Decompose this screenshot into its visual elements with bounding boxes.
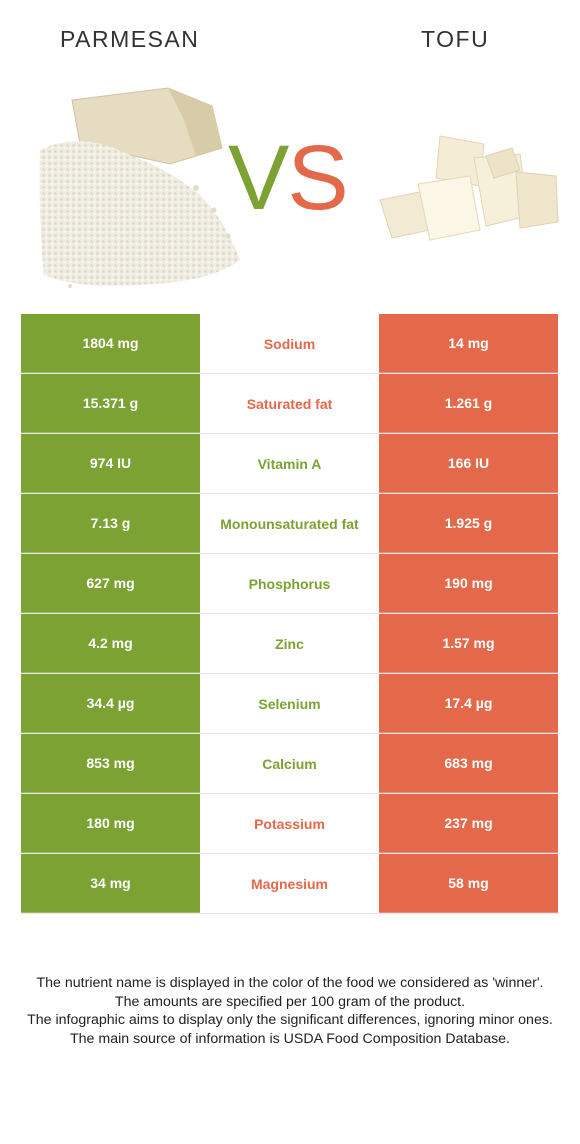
left-value: 4.2 mg [21, 614, 200, 673]
right-value: 58 mg [379, 854, 558, 913]
vs-label: VS [228, 132, 349, 224]
right-value: 14 mg [379, 314, 558, 373]
left-value: 1804 mg [21, 314, 200, 373]
nutrient-name: Calcium [200, 734, 379, 793]
table-row: 15.371 g Saturated fat 1.261 g [21, 374, 558, 434]
table-row: 974 IU Vitamin A 166 IU [21, 434, 558, 494]
table-row: 34.4 µg Selenium 17.4 µg [21, 674, 558, 734]
table-row: 34 mg Magnesium 58 mg [21, 854, 558, 914]
table-row: 627 mg Phosphorus 190 mg [21, 554, 558, 614]
table-row: 853 mg Calcium 683 mg [21, 734, 558, 794]
parmesan-image [39, 87, 240, 288]
nutrient-name: Sodium [200, 314, 379, 373]
footnote-line: The infographic aims to display only the… [27, 1012, 553, 1028]
left-value: 853 mg [21, 734, 200, 793]
vs-s-letter: S [287, 127, 348, 229]
nutrient-name: Vitamin A [200, 434, 379, 493]
left-value: 34.4 µg [21, 674, 200, 733]
nutrient-name: Zinc [200, 614, 379, 673]
footnote: The nutrient name is displayed in the co… [18, 974, 562, 1048]
footnote-line: The amounts are specified per 100 gram o… [114, 993, 466, 1010]
right-value: 1.57 mg [379, 614, 558, 673]
vs-v-letter: V [228, 127, 289, 229]
left-value: 34 mg [21, 854, 200, 913]
left-value: 974 IU [21, 434, 200, 493]
nutrient-name: Magnesium [200, 854, 379, 913]
nutrient-name: Saturated fat [200, 374, 379, 433]
tofu-image [379, 135, 559, 241]
nutrient-comparison-table: 1804 mg Sodium 14 mg 15.371 g Saturated … [21, 314, 558, 914]
footnote-line: The main source of information is USDA F… [69, 1030, 511, 1047]
nutrient-name: Phosphorus [200, 554, 379, 613]
left-value: 7.13 g [21, 494, 200, 553]
right-value: 17.4 µg [379, 674, 558, 733]
nutrient-name: Monounsaturated fat [200, 494, 379, 553]
left-value: 180 mg [21, 794, 200, 853]
nutrient-name: Potassium [200, 794, 379, 853]
right-value: 166 IU [379, 434, 558, 493]
table-row: 7.13 g Monounsaturated fat 1.925 g [21, 494, 558, 554]
left-value: 15.371 g [21, 374, 200, 433]
right-value: 1.925 g [379, 494, 558, 553]
left-food-title: PARMESAN [60, 26, 200, 52]
right-value: 1.261 g [379, 374, 558, 433]
right-food-title: TOFU [421, 26, 490, 52]
table-row: 180 mg Potassium 237 mg [21, 794, 558, 854]
footnote-line: The nutrient name is displayed in the co… [36, 975, 544, 991]
right-value: 237 mg [379, 794, 558, 853]
comparison-hero [39, 87, 559, 288]
left-value: 627 mg [21, 554, 200, 613]
right-value: 190 mg [379, 554, 558, 613]
table-row: 4.2 mg Zinc 1.57 mg [21, 614, 558, 674]
right-value: 683 mg [379, 734, 558, 793]
table-row: 1804 mg Sodium 14 mg [21, 314, 558, 374]
nutrient-name: Selenium [200, 674, 379, 733]
